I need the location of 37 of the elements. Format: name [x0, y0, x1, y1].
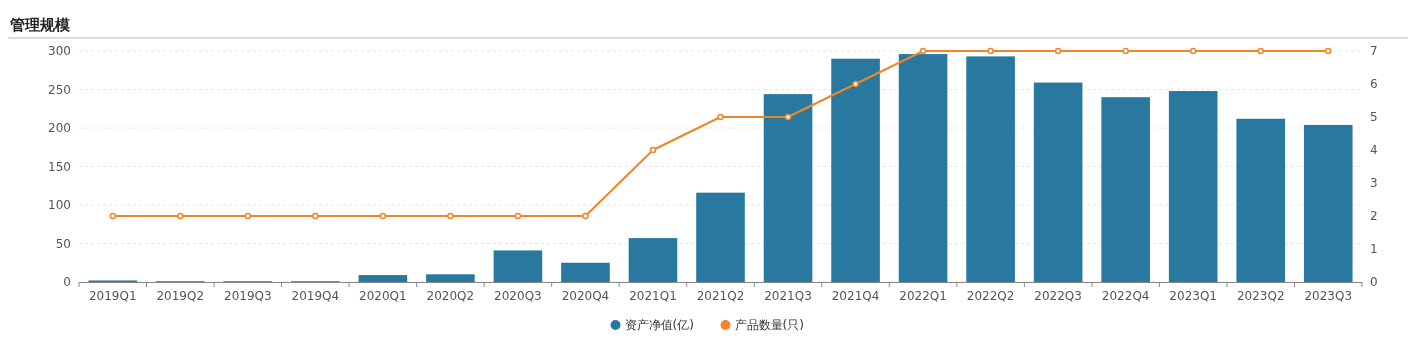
y-tick-label: 150 [48, 159, 71, 174]
x-tick-label: 2022Q4 [1101, 289, 1150, 303]
y2-tick-label: 0 [1370, 275, 1378, 290]
x-tick-label: 2022Q1 [899, 289, 947, 303]
y2-tick-label: 1 [1370, 242, 1378, 257]
y2-tick-label: 4 [1370, 143, 1378, 158]
chart-title: 管理规模 [9, 16, 71, 34]
y2-tick-label: 2 [1370, 209, 1378, 224]
x-tick-label: 2021Q3 [764, 289, 812, 303]
x-tick-label: 2021Q2 [696, 289, 745, 303]
y-tick-label: 200 [48, 121, 71, 136]
x-tick-label: 2022Q2 [966, 289, 1015, 303]
x-tick-label: 2023Q2 [1236, 289, 1285, 303]
x-tick-label: 2023Q1 [1169, 289, 1217, 303]
x-tick-label: 2020Q2 [426, 289, 475, 303]
y2-tick-label: 5 [1370, 110, 1378, 125]
y2-tick-label: 7 [1370, 44, 1378, 59]
x-tick-label: 2023Q3 [1304, 289, 1353, 303]
x-tick-label: 2019Q2 [156, 289, 205, 303]
y2-tick-label: 3 [1370, 176, 1378, 191]
x-tick-label: 2020Q3 [494, 289, 542, 303]
y-tick-label: 50 [55, 236, 71, 251]
x-tick-label: 2019Q3 [224, 289, 272, 303]
y-tick-label: 100 [48, 198, 71, 213]
x-tick-label: 2019Q1 [88, 289, 137, 303]
x-tick-label: 2020Q1 [359, 289, 407, 303]
x-tick-label: 2020Q4 [561, 289, 610, 303]
y2-tick-label: 6 [1370, 77, 1378, 92]
x-tick-label: 2019Q4 [291, 289, 340, 303]
y-tick-label: 250 [48, 82, 71, 97]
x-tick-label: 2022Q3 [1034, 289, 1082, 303]
y-tick-label: 0 [63, 275, 71, 290]
x-tick-label: 2021Q1 [629, 289, 677, 303]
y-tick-label: 300 [48, 44, 71, 59]
legend-label: 资产净值(亿) [624, 318, 694, 333]
x-tick-label: 2021Q4 [831, 289, 880, 303]
legend-label: 产品数量(只) [734, 318, 804, 333]
